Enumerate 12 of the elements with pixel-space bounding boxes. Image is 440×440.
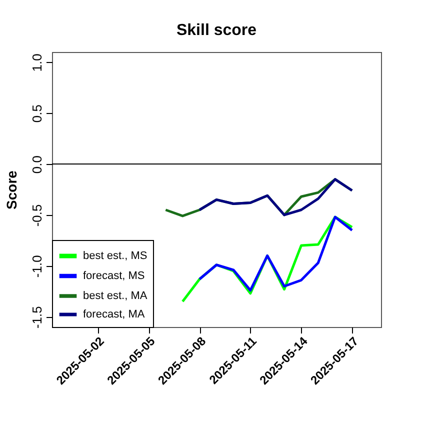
legend-label: forecast, MS xyxy=(83,270,145,282)
legend-label: best est., MA xyxy=(83,290,148,302)
y-tick-label: 1.0 xyxy=(30,54,44,72)
y-tick-label: -0.5 xyxy=(30,204,44,227)
y-tick-label: 0.0 xyxy=(30,156,44,174)
y-tick-label: 0.5 xyxy=(30,104,44,123)
chart-title: Skill score xyxy=(176,22,257,39)
legend-label: forecast, MA xyxy=(83,308,146,320)
y-tick-label: -1.0 xyxy=(30,255,44,278)
legend-label: best est., MS xyxy=(83,250,148,262)
y-axis-title: Score xyxy=(4,170,20,210)
y-tick-label: -1.5 xyxy=(30,306,44,329)
